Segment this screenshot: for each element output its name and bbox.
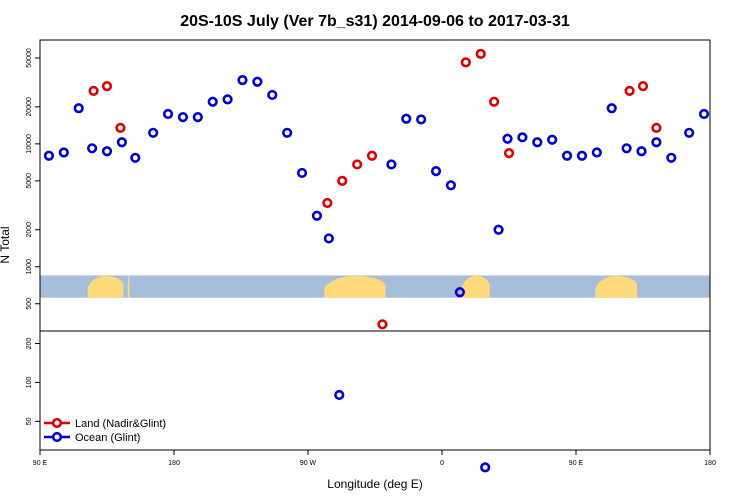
data-point (480, 462, 491, 473)
y-tick-label: 1000 (26, 259, 33, 275)
data-point (282, 127, 293, 138)
y-tick-label: 10000 (26, 134, 33, 154)
data-point (698, 108, 710, 120)
x-axis: 90 E 180 90 W 0 90 E 180 (33, 450, 716, 467)
data-point (624, 85, 635, 96)
map-land (324, 275, 386, 298)
data-point (684, 127, 695, 138)
data-point (416, 114, 427, 125)
data-point (489, 96, 500, 107)
lower-y-axis: 50 100 200 (26, 338, 40, 425)
map-land (461, 275, 490, 298)
data-point (177, 112, 189, 123)
data-point (460, 57, 471, 68)
upper-points (43, 48, 710, 330)
data-point (502, 133, 513, 144)
data-point (192, 112, 203, 123)
y-axis-label: N Total (0, 226, 12, 263)
data-point (207, 96, 218, 107)
x-tick-label: 0 (440, 460, 444, 467)
x-axis-label: Longitude (deg E) (327, 477, 422, 491)
legend-marker (51, 431, 63, 443)
data-point (267, 89, 278, 101)
data-point (87, 143, 98, 154)
map-land (127, 275, 130, 298)
y-tick-label: 100 (26, 376, 33, 388)
data-point (475, 48, 486, 59)
data-point (237, 75, 248, 86)
y-tick-label: 2000 (26, 222, 33, 238)
data-point (493, 224, 504, 235)
data-point (323, 233, 334, 244)
data-point (311, 210, 323, 221)
data-point (401, 113, 412, 124)
y-tick-label: 50000 (26, 48, 33, 68)
data-point (322, 197, 333, 209)
data-point (252, 76, 263, 87)
data-point (130, 152, 141, 163)
data-point (621, 143, 632, 154)
data-point (337, 175, 348, 186)
data-point (430, 166, 442, 177)
data-point (366, 150, 378, 161)
chart-title: 20S-10S July (Ver 7b_s31) 2014-09-06 to … (180, 13, 570, 30)
y-tick-label: 200 (26, 338, 33, 350)
data-point (547, 134, 558, 145)
y-tick-label: 5000 (26, 173, 33, 189)
legend-label: Land (Nadir&Glint) (75, 418, 166, 430)
data-point (606, 103, 617, 114)
data-point (115, 122, 126, 133)
legend-label: Ocean (Glint) (75, 432, 140, 444)
data-point (532, 137, 543, 148)
legend-marker (51, 417, 63, 429)
data-point (296, 167, 308, 179)
data-point (517, 132, 528, 143)
data-point (651, 122, 662, 133)
map-land (87, 275, 124, 298)
x-tick-label: 180 (704, 460, 716, 467)
data-point (101, 146, 113, 157)
data-point (591, 147, 602, 158)
lower-plot-frame (39, 330, 711, 451)
x-tick-label: 90 E (569, 460, 584, 467)
data-point (116, 137, 127, 148)
data-point (636, 146, 647, 157)
data-point (222, 94, 233, 105)
x-tick-label: 180 (168, 460, 180, 467)
data-point (445, 180, 457, 191)
data-point (377, 319, 388, 330)
data-point (637, 81, 649, 92)
data-point (58, 147, 69, 158)
data-point (561, 150, 573, 161)
data-point (352, 159, 363, 170)
lower-points (334, 389, 491, 473)
data-point (148, 127, 159, 138)
data-point (666, 152, 677, 163)
data-point (334, 389, 345, 401)
upper-panel: 500 1000 2000 5000 10000 20000 50000 (26, 39, 711, 332)
legend: Land (Nadir&Glint) Ocean (Glint) (44, 417, 166, 444)
map-land (595, 275, 638, 298)
lower-panel: 50 100 200 90 E 180 90 W 0 90 E 180 (26, 330, 716, 473)
data-point (386, 159, 397, 170)
y-tick-label: 500 (26, 298, 33, 310)
data-point (73, 103, 84, 114)
data-point (88, 85, 99, 96)
data-point (576, 150, 588, 161)
y-tick-label: 20000 (26, 97, 33, 117)
data-point (651, 137, 662, 148)
data-point (503, 148, 515, 159)
data-point (43, 150, 55, 161)
y-tick-label: 50 (26, 417, 33, 425)
x-tick-label: 90 W (300, 460, 317, 467)
upper-y-axis: 500 1000 2000 5000 10000 20000 50000 (26, 48, 40, 310)
data-point (101, 81, 113, 92)
map-strip (40, 275, 710, 298)
x-tick-label: 90 E (33, 460, 48, 467)
data-point (162, 108, 174, 120)
data-point (454, 287, 465, 298)
